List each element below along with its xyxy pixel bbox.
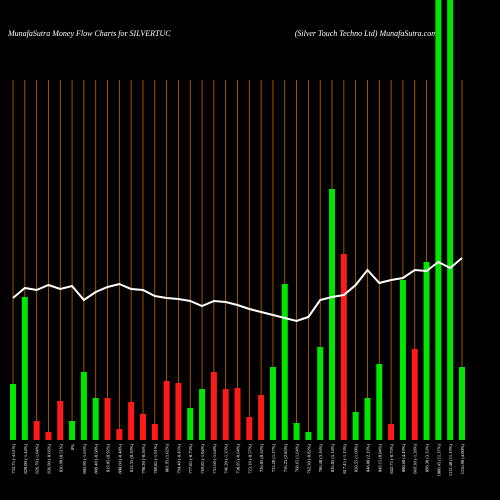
bar: [210, 372, 217, 440]
bar: [80, 372, 87, 440]
x-tick-label: 809.40 (-0.58%): [94, 444, 99, 474]
x-tick-label: 826.70 (-1.04%): [35, 444, 40, 474]
bar: [459, 367, 465, 440]
bar: [69, 421, 76, 440]
x-tick-label: 1000.45 (11.37%): [436, 444, 441, 477]
bar: [163, 381, 170, 440]
x-tick-label: 1156.90 (4.00%): [460, 444, 465, 475]
x-tick-label: 808.60 (-0.48%): [117, 444, 122, 474]
bar: [340, 254, 347, 440]
bar: [199, 389, 206, 440]
bar: [281, 284, 288, 440]
bar: [10, 384, 16, 440]
x-tick-label: 723.10 (-0.57%): [247, 444, 252, 474]
x-tick-label: 798.20 (-0.56%): [141, 444, 146, 474]
x-tick-label: 836.90 (0.51%): [58, 444, 63, 473]
chart-title: MunafaSutra Money Flow Charts for SILVER…: [7, 29, 171, 38]
bar: [317, 347, 324, 440]
x-tick-label: 762.30 (-0.82%): [306, 444, 311, 474]
bar: [246, 417, 253, 440]
bar: [128, 402, 135, 440]
bar: [447, 0, 454, 440]
bar: [388, 424, 395, 440]
x-tick-label: 786.40 (3.16%): [318, 444, 323, 473]
bar: [423, 262, 430, 440]
x-tick-label: 849.15 (0.04%): [377, 444, 382, 473]
x-tick-label: 794.40 (-0.45%): [176, 444, 181, 474]
x-tick-label: 820.00 (-1.44%): [23, 444, 28, 474]
x-tick-label: 738.95 (-0.64%): [236, 444, 241, 474]
bar: [305, 432, 312, 440]
bar: [269, 367, 276, 440]
lines: [12, 257, 463, 323]
x-tick-label: 733.75 (-4.61%): [11, 444, 16, 474]
bar: [92, 398, 99, 440]
x-tick-label: 0%: [70, 444, 75, 450]
x-tick-label: 751.60 (-1.64%): [212, 444, 217, 474]
bar: [234, 388, 241, 440]
bar: [57, 401, 64, 440]
bar: [45, 432, 52, 440]
x-tick-label: 819.05 (0.92%): [106, 444, 111, 473]
bar: [151, 424, 158, 440]
x-tick-label: 826.85 (5.14%): [330, 444, 335, 473]
bar: [293, 423, 300, 440]
x-tick-label: 746.20 (-1.35%): [224, 444, 229, 474]
bar: [411, 349, 418, 440]
x-tick-label: 756.25 (2.85%): [283, 444, 288, 473]
x-tick-label: 817.45 (-1.13%): [342, 444, 347, 474]
bar: [116, 429, 123, 440]
bar: [376, 364, 383, 440]
grid: [12, 80, 463, 440]
bar: [104, 398, 111, 440]
x-tick-label: 842.75 (-0.75%): [389, 444, 394, 474]
bar: [399, 280, 406, 440]
bar: [435, 0, 442, 440]
bar: [139, 414, 146, 440]
x-tick-label: 769.85 (-1.04%): [200, 444, 205, 474]
x-tick-label: 869.30 (-1.28%): [413, 444, 418, 474]
bar: [258, 395, 265, 440]
x-tick-label: 812.35 (0.39%): [129, 444, 134, 473]
bars: [10, 0, 465, 440]
bar: [175, 383, 182, 440]
x-tick-label: 898.30 (3.33%): [425, 444, 430, 473]
x-tick-label: 1112.40 (11.19%): [448, 444, 453, 477]
x-tick-label: 801.95 (1.02%): [165, 444, 170, 473]
x-tick-label: 789.85 (-1.91%): [153, 444, 158, 474]
bar: [33, 421, 40, 440]
bar: [329, 189, 336, 440]
x-tick-label: 805.90 (-1.63%): [82, 444, 87, 474]
x-tick-label: 848.80 (2.19%): [365, 444, 370, 473]
bar: [364, 398, 371, 440]
x-tick-label: 726.05 (0.52%): [259, 444, 264, 473]
x-tick-label: 830.55 (1.60%): [354, 444, 359, 473]
x-tick-label: 777.85 (-0.73%): [188, 444, 193, 474]
x-tick-label: 880.60 (4.49%): [401, 444, 406, 473]
bar: [21, 297, 28, 440]
price-line: [12, 257, 463, 323]
bar: [187, 408, 194, 440]
chart-subtitle: (Silver Touch Techno Ltd) MunafaSutra.co…: [295, 29, 438, 38]
x-tick-label: 836.90 (-0.66%): [46, 444, 51, 474]
x-labels: 733.75 (-4.61%) 820.00 (-1.44%) 826.70 (-1…: [11, 444, 465, 477]
bar: [352, 412, 359, 440]
x-tick-label: 768.65 (1.64%): [295, 444, 300, 473]
x-tick-label: 735.20 (1.27%): [271, 444, 276, 473]
bar: [222, 389, 229, 440]
